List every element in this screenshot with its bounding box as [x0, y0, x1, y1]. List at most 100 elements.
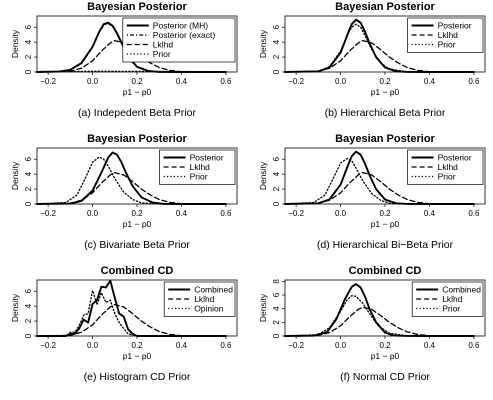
legend-box [411, 281, 484, 317]
legend: Posterior (MH)Posterior (exact)LklhdPrio… [122, 17, 236, 63]
panel-1: Bayesian Posterior −0.2 0.0 0.2 0.4 0.6 0 2 4 6 p1… [10, 1, 238, 119]
x-tick-label: −0.2 [288, 341, 304, 350]
y-tick-label: 0 [24, 333, 33, 338]
x-tick-label: 0.0 [87, 209, 99, 218]
panel-2: Bayesian Posterior −0.2 0.0 0.2 0.4 0.6 0 2 4 6 p1… [258, 1, 486, 119]
panel-title: Combined CD [101, 265, 174, 277]
panel-title: Bayesian Posterior [335, 1, 435, 13]
y-tick-label: 4 [272, 171, 281, 176]
x-tick-label: −0.2 [40, 77, 56, 86]
x-tick-label: −0.2 [40, 341, 56, 350]
panel-caption: (b) Hierarchical Beta Prior [325, 107, 446, 119]
y-axis-label: Density [258, 293, 268, 322]
x-tick-label: 0.2 [379, 209, 391, 218]
x-tick-label: 0.2 [379, 341, 391, 350]
x-tick-label: −0.2 [40, 209, 56, 218]
y-tick-label: 4 [24, 39, 33, 44]
y-tick-label: 4 [272, 39, 281, 44]
series-line-prior [284, 157, 475, 205]
panel-caption: (e) Histogram CD Prior [84, 371, 191, 383]
y-tick-label: 6 [24, 156, 33, 161]
legend-box [163, 281, 236, 317]
x-tick-label: 0.0 [335, 341, 347, 350]
series-line-prior [284, 295, 475, 337]
x-tick-label: 0.0 [87, 77, 99, 86]
x-tick-label: 0.6 [468, 341, 480, 350]
x-tick-label: 0.4 [176, 209, 188, 218]
legend-label: Prior [438, 40, 456, 50]
x-tick-label: 0.2 [131, 209, 143, 218]
y-tick-label: 0 [24, 69, 33, 74]
x-tick-label: −0.2 [288, 209, 304, 218]
y-tick-label: 2 [272, 320, 281, 325]
legend-label: Lklhd [190, 162, 211, 172]
panel-5: Combined CD −0.2 0.0 0.2 0.4 0.6 0 2 4 6 p1 − p0 De… [10, 265, 238, 383]
series-line-combined [36, 279, 227, 337]
legend-label: Lklhd [438, 162, 459, 172]
y-tick-label: 0 [272, 201, 281, 206]
y-tick-label: 2 [24, 54, 33, 59]
y-tick-label: 4 [272, 306, 281, 311]
x-tick-label: 0.2 [379, 77, 391, 86]
x-tick-label: 0.4 [176, 77, 188, 86]
y-tick-label: 8 [272, 279, 281, 284]
legend-label: Opinion [194, 304, 224, 314]
legend-label: Lklhd [153, 40, 174, 50]
x-tick-label: 0.0 [335, 209, 347, 218]
y-tick-label: 0 [272, 69, 281, 74]
y-tick-label: 2 [24, 186, 33, 191]
legend-label: Prior [153, 49, 171, 59]
y-tick-label: 6 [272, 24, 281, 29]
legend-label: Combined [194, 285, 233, 295]
legend-label: Lklhd [438, 30, 459, 40]
x-tick-label: 0.6 [220, 209, 232, 218]
series-line-prior [36, 156, 227, 205]
y-tick-label: 6 [24, 24, 33, 29]
legend-label: Lklhd [442, 294, 463, 304]
x-axis-label: p1 − p0 [123, 219, 152, 229]
x-tick-label: 0.2 [131, 341, 143, 350]
panel-title: Bayesian Posterior [87, 133, 187, 145]
y-tick-label: 2 [272, 54, 281, 59]
y-axis-label: Density [10, 161, 20, 190]
x-tick-label: 0.6 [468, 77, 480, 86]
panel-caption: (a) Indepedent Beta Prior [78, 107, 196, 119]
x-tick-label: 0.4 [424, 209, 436, 218]
y-axis-label: Density [10, 293, 20, 322]
legend-label: Posterior [438, 153, 472, 163]
y-tick-label: 0 [24, 201, 33, 206]
y-tick-label: 2 [24, 318, 33, 323]
x-axis-label: p1 − p0 [123, 351, 152, 361]
x-tick-label: 0.0 [335, 77, 347, 86]
y-axis-label: Density [10, 29, 20, 58]
y-tick-label: 4 [24, 303, 33, 308]
y-axis-label: Density [258, 161, 268, 190]
series-line-posterior [284, 18, 475, 73]
x-axis-label: p1 − p0 [371, 351, 400, 361]
legend-label: Posterior (exact) [153, 30, 216, 40]
y-tick-label: 6 [272, 292, 281, 297]
panel-title: Combined CD [349, 265, 422, 277]
series-line-posterior-exact [36, 22, 227, 73]
legend-label: Prior [442, 304, 460, 314]
x-tick-label: 0.0 [87, 341, 99, 350]
y-tick-label: 0 [272, 333, 281, 338]
y-tick-label: 6 [24, 288, 33, 293]
legend-box [407, 17, 484, 53]
y-tick-label: 4 [24, 171, 33, 176]
x-tick-label: 0.6 [468, 209, 480, 218]
panel-caption: (c) Bivariate Beta Prior [84, 239, 190, 251]
legend-label: Prior [190, 172, 208, 182]
legend-label: Posterior (MH) [153, 21, 208, 31]
x-tick-label: 0.2 [131, 77, 143, 86]
series-line-opinion [36, 289, 227, 337]
series-line-combined [284, 283, 475, 337]
x-tick-label: 0.4 [424, 77, 436, 86]
panel-4: Bayesian Posterior −0.2 0.0 0.2 0.4 0.6 0 2 4 6 p1… [258, 133, 486, 251]
